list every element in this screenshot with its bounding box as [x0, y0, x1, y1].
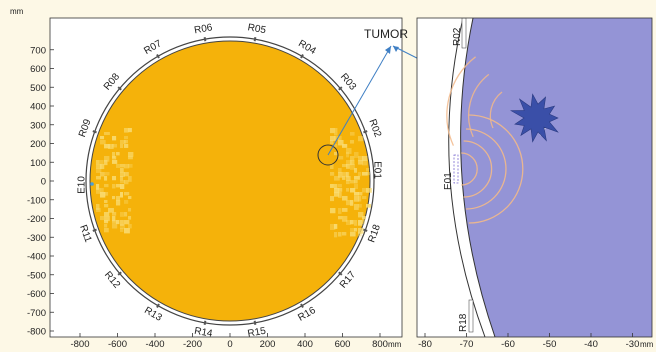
wave-arc	[468, 114, 524, 224]
antenna-stub	[300, 54, 304, 59]
right-label-r18: R18	[458, 313, 469, 332]
artifact-noise-right	[330, 128, 372, 238]
antenna-stub	[92, 130, 97, 134]
x-tick-label: 600	[335, 339, 351, 350]
antenna-stub	[117, 271, 122, 276]
right-x-tick-label: -50	[543, 339, 557, 350]
tissue-region	[460, 18, 652, 337]
y-tick-label: -300	[27, 233, 46, 244]
antenna-stub	[253, 320, 257, 325]
right-plot-frame	[416, 17, 653, 338]
receiver-marker-r18	[468, 299, 474, 333]
x-tick-label: 0	[227, 339, 232, 350]
antenna-stub	[338, 271, 343, 276]
y-tick-label: 0	[41, 177, 46, 188]
y-tick-label: 200	[30, 139, 46, 150]
x-tick-label: 200	[260, 339, 276, 350]
antenna-stub	[338, 86, 343, 91]
x-tick-label: 400	[297, 339, 313, 350]
right-x-tick-label: -80	[418, 339, 432, 350]
x-tick-label: -200	[183, 339, 202, 350]
y-tick-label: -500	[27, 270, 46, 281]
wave-arc	[465, 128, 507, 210]
reconstruction-field	[89, 40, 371, 322]
left-x-unit: mm	[388, 340, 402, 349]
emitter-label-e01: E01	[372, 161, 383, 179]
arrow-left-line	[327, 45, 392, 156]
antenna-stub	[363, 228, 368, 232]
y-tick-label: 500	[30, 83, 46, 94]
y-tick-label: 400	[30, 102, 46, 113]
right-x-tick-label: -60	[501, 339, 515, 350]
x-tick-label: -800	[70, 339, 89, 350]
wavefront-arcs	[446, 56, 547, 224]
antenna-stub	[156, 54, 160, 59]
right-x-tick-label: -30	[626, 339, 640, 350]
right-label-r02: R02	[452, 27, 463, 46]
arrow-head-right	[393, 46, 399, 52]
left-y-unit: mm	[10, 7, 24, 16]
antenna-stub	[253, 37, 257, 42]
wave-arc	[461, 152, 478, 186]
skin-boundary-inner	[460, 18, 496, 337]
right-x-unit: mm	[640, 340, 654, 349]
emitter-labels: E01 E10	[77, 161, 383, 194]
antenna-stub	[363, 130, 368, 134]
right-x-tick-label: -70	[460, 339, 474, 350]
scatter-wave-arc	[446, 56, 476, 146]
antenna-stub	[203, 320, 207, 325]
antenna-stub	[156, 303, 160, 308]
skin-boundary-outer	[448, 18, 486, 337]
receiver-marker-r02	[461, 18, 467, 49]
left-reconstruction-panel: mm 700 600 500 400 300 200 100 0 -100 -200 -300 -40…	[10, 7, 403, 350]
source-marker-left	[90, 182, 94, 186]
y-tick-label: -100	[27, 195, 46, 206]
receiver-label-r05: R05	[247, 22, 267, 36]
tumor-shape	[510, 93, 559, 143]
y-tick-label: -800	[27, 327, 46, 338]
y-tick-label: 300	[30, 120, 46, 131]
right-zoom-panel: R02 E01 R18 -80 -70 -60 -50 -40 -30 mm	[416, 17, 654, 350]
tumor-circle-marker	[317, 144, 339, 166]
tumor-label: TUMOR	[364, 27, 408, 41]
y-tick-label: 600	[30, 64, 46, 75]
receiver-label-r15: R15	[247, 326, 267, 340]
artifact-noise-left	[96, 128, 134, 234]
emitter-label-e10: E10	[77, 176, 88, 194]
y-tick-label: -400	[27, 252, 46, 263]
x-tick-label: -600	[108, 339, 127, 350]
wave-arc	[463, 140, 493, 198]
x-tick-label: 800	[372, 339, 388, 350]
outer-skin-ring	[85, 36, 375, 326]
y-tick-label: -700	[27, 308, 46, 319]
y-tick-label: -200	[27, 214, 46, 225]
right-label-e01: E01	[443, 172, 454, 190]
right-x-tick-label: -40	[584, 339, 598, 350]
scatter-wave-arc	[489, 91, 503, 129]
antenna-stub	[92, 228, 97, 232]
antenna-stub	[300, 303, 304, 308]
receiver-label-r06: R06	[193, 22, 213, 36]
left-plot-frame	[49, 17, 403, 338]
emitter-marker	[453, 154, 459, 184]
arrow-head-left	[385, 46, 391, 54]
x-tick-label: -400	[145, 339, 164, 350]
receiver-label-r14: R14	[193, 326, 213, 340]
antenna-stub	[117, 86, 122, 91]
y-tick-label: 100	[30, 158, 46, 169]
y-tick-label: 700	[30, 45, 46, 56]
antenna-stub	[203, 37, 207, 42]
scatter-wave-arc	[468, 73, 490, 138]
y-tick-label: -600	[27, 289, 46, 300]
